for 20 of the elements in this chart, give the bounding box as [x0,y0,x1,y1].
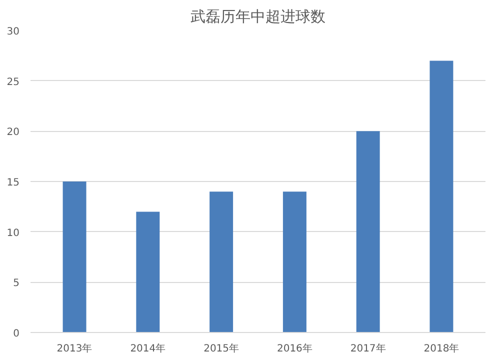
y-tick-label: 0 [13,328,20,340]
x-tick-label: 2016年 [276,342,312,354]
bar [62,182,86,332]
y-tick-label: 25 [6,76,20,88]
x-tick-label: 2017年 [350,342,386,354]
bar [210,192,234,332]
x-tick-label: 2013年 [56,342,92,354]
y-tick-label: 10 [6,228,20,239]
bar [430,60,454,332]
bar [136,212,160,332]
y-tick-label: 30 [6,26,20,38]
chart-title: 武磊历年中超进球数 [190,8,326,26]
x-tick-label: 2018年 [424,342,460,354]
x-tick-label: 2015年 [204,342,240,354]
y-tick-label: 15 [6,178,20,188]
bar [356,131,380,332]
bar [282,192,306,332]
x-tick-label: 2014年 [130,342,166,354]
y-tick-label: 5 [13,278,20,290]
y-tick-label: 20 [6,127,20,138]
